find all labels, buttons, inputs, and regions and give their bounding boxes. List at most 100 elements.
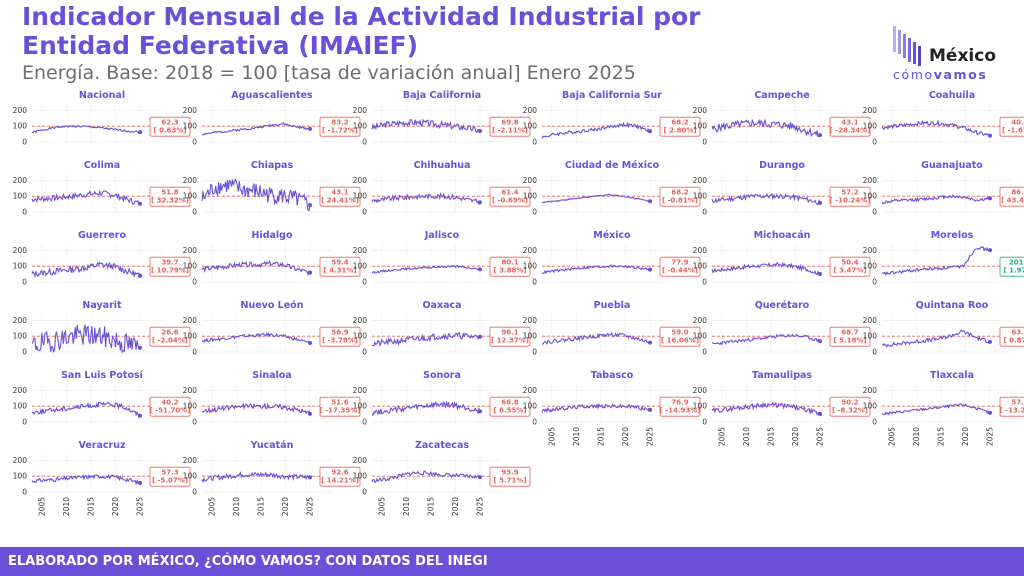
value-label-box [829,396,871,417]
y-tick-label: 0 [872,418,877,427]
y-tick-label: 200 [523,246,538,255]
x-tick-label: 2010 [572,427,581,446]
y-tick-label: 200 [863,386,878,395]
series-line [31,261,141,279]
series-line [371,264,481,274]
series-line [201,402,311,415]
panel-coahuila: Coahuila 0 100 200 40.1[ -1.67%] [863,90,1024,147]
series-line [371,400,481,417]
panel-nayarit: Nayarit 0 100 200 26.6[ -2.04%] [13,300,191,357]
panel-title: Hidalgo [251,230,292,241]
x-tick-label: 2020 [281,497,290,516]
panel-title: Baja California [403,90,481,101]
last-point [648,340,652,345]
last-value-label: 51.8 [161,189,178,197]
last-value-label: 80.1 [501,259,518,267]
x-tick-label: 2005 [887,427,896,446]
series-line [711,118,821,138]
value-label-box [999,186,1024,207]
y-tick-label: 0 [532,208,537,217]
y-tick-label: 200 [13,386,28,395]
last-point [988,196,992,201]
change-label: [ 10.79%] [151,267,189,275]
y-tick-label: 200 [183,386,198,395]
y-tick-label: 0 [22,418,27,427]
x-tick-label: 2025 [306,497,315,516]
panel-oaxaca: Oaxaca 0 100 200 96.1[ 12.37%] [353,300,531,357]
last-point [818,412,822,417]
last-value-label: 201.1 [1009,259,1024,267]
y-tick-label: 200 [863,246,878,255]
y-tick-label: 100 [13,262,28,271]
y-tick-label: 0 [192,418,197,427]
y-tick-label: 100 [183,402,198,411]
panel-ciudad-de-mexico: Ciudad de México 0 100 200 68.2[ -0.81%] [523,160,701,217]
y-tick-label: 200 [353,386,368,395]
series-line [201,471,311,484]
last-point [478,475,482,480]
panel-title: Durango [759,160,805,171]
value-label-box [149,466,191,487]
value-label-box [149,116,191,137]
change-label: [ -14.93%] [660,407,701,415]
panel-campeche: Campeche 0 100 200 43.1[ -28.34%] [693,90,871,147]
last-point [648,407,652,412]
change-label: [ 5.18%] [833,337,866,345]
y-tick-label: 200 [523,386,538,395]
last-point [138,480,142,485]
change-label: [ -5.07%] [152,477,188,485]
y-tick-label: 100 [353,332,368,341]
y-tick-label: 0 [532,418,537,427]
change-label: [ 32.32%] [151,197,189,205]
value-label-box [659,326,701,347]
panel-guerrero: Guerrero 0 100 200 39.7[ 10.79%] [13,230,191,287]
last-value-label: 57.3 [161,469,178,477]
change-label: [ 4.31%] [323,267,356,275]
series-line [541,121,651,139]
y-tick-label: 100 [523,402,538,411]
series-line [541,403,651,414]
value-label-box [149,326,191,347]
change-label: [ -1.72%] [322,127,358,135]
x-tick-label: 2015 [256,497,265,516]
panel-title: Quintana Roo [916,300,989,311]
y-tick-label: 100 [523,332,538,341]
y-tick-label: 200 [353,316,368,325]
panel-sinaloa: Sinaloa 0 100 200 51.6[ -17.35%] [183,370,361,427]
last-value-label: 40.2 [161,399,178,407]
panel-puebla: Puebla 0 100 200 59.0[ 16.06%] [523,300,701,357]
last-value-label: 63.7 [1011,329,1024,337]
last-value-label: 66.8 [501,399,518,407]
y-tick-label: 0 [22,138,27,147]
series-line [881,246,991,276]
y-tick-label: 100 [353,192,368,201]
last-point [478,200,482,205]
y-tick-label: 0 [872,138,877,147]
change-label: [ 16.06%] [661,337,699,345]
panel-baja-california: Baja California 0 100 200 69.8[ -2.11%] [353,90,531,147]
y-tick-label: 100 [13,192,28,201]
x-tick-label: 2005 [377,497,386,516]
panel-tlaxcala: Tlaxcala 0 100 200 57.8[ -13.26%] 2005 2010 201… [863,370,1024,446]
y-tick-label: 200 [183,176,198,185]
panel-title: Oaxaca [422,300,461,311]
last-value-label: 93.9 [501,469,518,477]
last-value-label: 61.4 [501,189,518,197]
y-tick-label: 100 [183,472,198,481]
panel-mexico: México 0 100 200 77.9[ -0.44%] [523,230,701,287]
y-tick-label: 0 [192,278,197,287]
change-label: [ -2.04%] [152,337,188,345]
y-tick-label: 200 [693,176,708,185]
x-tick-label: 2010 [62,497,71,516]
value-label-box [319,116,361,137]
value-label-box [999,396,1024,417]
x-tick-label: 2005 [547,427,556,446]
value-label-box [489,466,531,487]
value-label-box [319,326,361,347]
y-tick-label: 200 [13,106,28,115]
panel-title: Zacatecas [415,440,469,451]
last-value-label: 92.6 [331,469,348,477]
x-tick-label: 2020 [791,427,800,446]
logo-brand: México [929,46,996,66]
last-value-label: 68.2 [671,189,688,197]
